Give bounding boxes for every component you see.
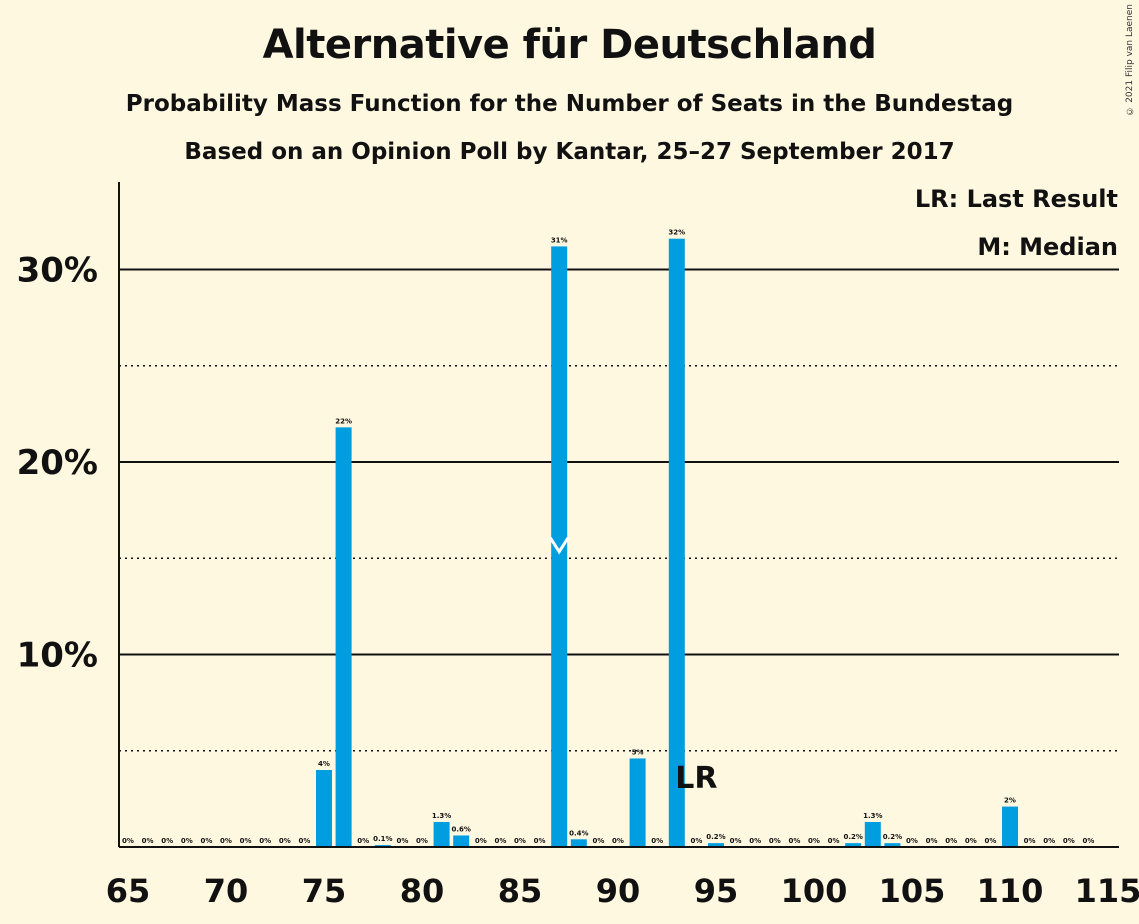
bar-value-label: 0.6% <box>451 825 470 833</box>
bar-value-label: 0% <box>730 837 742 845</box>
tick-labels: 10% 20% 30% 0% 0% 0% 0% 0% 0% 0% 0% 0% 0% 4% 22% 0% 0.1%… <box>17 229 1139 910</box>
bar-value-label: 0% <box>769 837 781 845</box>
bar-value-label: 0% <box>122 837 134 845</box>
bar-value-label: 2% <box>1004 797 1016 805</box>
bar-value-label: 0% <box>1024 837 1036 845</box>
x-tick-label: 70 <box>204 872 249 910</box>
bar-value-label: 32% <box>668 229 685 237</box>
bar <box>708 843 724 847</box>
y-tick-label: 20% <box>17 443 98 483</box>
bar-value-label: 0% <box>945 837 957 845</box>
bar-value-label: 0% <box>416 837 428 845</box>
x-tick-label: 95 <box>694 872 739 910</box>
legend-last-result: LR: Last Result <box>914 185 1118 213</box>
legend-median: M: Median <box>977 233 1118 261</box>
bar <box>316 770 332 847</box>
bar-value-label: 0.1% <box>373 835 392 843</box>
chart-title: Alternative für Deutschland <box>262 22 877 68</box>
bar-value-label: 0.2% <box>706 833 725 841</box>
x-tick-label: 105 <box>879 872 946 910</box>
chart-subtitle: Probability Mass Function for the Number… <box>125 91 1014 117</box>
bar-value-label: 0.2% <box>843 833 862 841</box>
x-tick-label: 90 <box>596 872 641 910</box>
bar <box>845 843 862 847</box>
bar-value-label: 5% <box>632 748 644 756</box>
bar <box>884 843 901 847</box>
y-tick-label: 30% <box>17 251 98 291</box>
bars <box>316 238 1018 847</box>
last-result-marker: LR <box>675 761 717 796</box>
bar-value-label: 0% <box>259 837 271 845</box>
x-tick-label: 75 <box>302 872 347 910</box>
bar-value-label: 0% <box>494 837 506 845</box>
bar-value-label: 0% <box>534 837 546 845</box>
bar <box>551 246 568 847</box>
bar-value-label: 1.3% <box>432 812 451 820</box>
bar <box>864 821 881 847</box>
bar-value-label: 0.2% <box>883 833 902 841</box>
bar-value-label: 0% <box>298 837 310 845</box>
bar-value-label: 0% <box>181 837 193 845</box>
bar-value-label: 0% <box>1043 837 1055 845</box>
bar <box>629 758 646 847</box>
bar-value-label: 0% <box>965 837 977 845</box>
y-tick-label: 10% <box>17 636 98 676</box>
bar-value-label: 22% <box>335 417 352 425</box>
bar-value-label: 0% <box>906 837 918 845</box>
bar-value-label: 0% <box>514 837 526 845</box>
bar-value-label: 0% <box>475 837 487 845</box>
bar-value-label: 0% <box>240 837 252 845</box>
x-tick-label: 80 <box>400 872 445 910</box>
bar <box>453 835 470 847</box>
x-tick-label: 115 <box>1075 872 1139 910</box>
bar-value-label: 0% <box>808 837 820 845</box>
bar-value-label: 0% <box>749 837 761 845</box>
bar-value-label: 0% <box>592 837 604 845</box>
x-tick-label: 85 <box>498 872 543 910</box>
bar-value-label: 0% <box>396 837 408 845</box>
bar-value-label: 0% <box>651 837 663 845</box>
bar-value-label: 1.3% <box>863 812 882 820</box>
bar <box>570 839 587 847</box>
bar-value-label: 0% <box>279 837 291 845</box>
bar-value-label: 31% <box>551 236 568 244</box>
bar <box>1002 806 1018 847</box>
bar-value-label: 0% <box>200 837 212 845</box>
bar <box>335 427 352 847</box>
bar-value-label: 0% <box>1082 837 1094 845</box>
gridlines <box>119 268 1119 752</box>
bar-value-label: 0.4% <box>569 829 588 837</box>
x-tick-label: 110 <box>977 872 1044 910</box>
bar-value-label: 0% <box>220 837 232 845</box>
bar <box>433 821 450 847</box>
bar-value-label: 0% <box>142 837 154 845</box>
x-tick-label: 65 <box>106 872 151 910</box>
bar <box>668 238 685 847</box>
bar-value-label: 0% <box>1063 837 1075 845</box>
x-tick-label: 100 <box>781 872 848 910</box>
axes <box>118 182 1119 848</box>
bar-value-label: 0% <box>926 837 938 845</box>
median-marker <box>548 536 570 555</box>
bar-value-label: 0% <box>788 837 800 845</box>
bar-value-label: 0% <box>690 837 702 845</box>
bar-value-label: 0% <box>357 837 369 845</box>
bar-value-label: 0% <box>984 837 996 845</box>
bar-value-label: 4% <box>318 760 330 768</box>
bar-value-label: 0% <box>612 837 624 845</box>
bar-value-label: 0% <box>161 837 173 845</box>
chart-subtitle-poll: Based on an Opinion Poll by Kantar, 25–2… <box>184 139 955 165</box>
bar-value-label: 0% <box>828 837 840 845</box>
